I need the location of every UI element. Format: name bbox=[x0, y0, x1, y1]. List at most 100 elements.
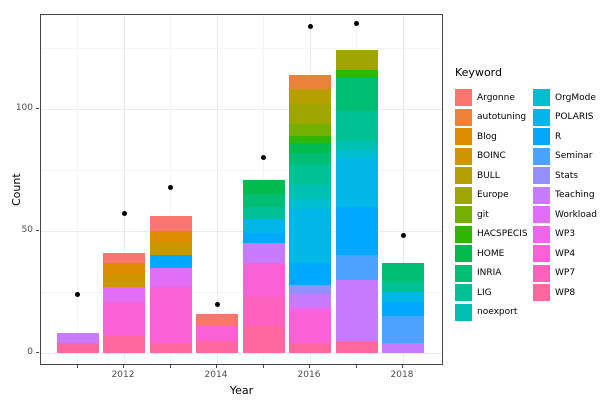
legend-label: BULL bbox=[477, 170, 500, 181]
legend-item-Blog: Blog bbox=[455, 127, 528, 147]
bar-segment-Teaching bbox=[382, 343, 424, 353]
plot-panel bbox=[40, 14, 443, 365]
bar-segment-WP8 bbox=[242, 326, 285, 353]
legend-swatch-HACSPECIS bbox=[455, 225, 472, 243]
y-minor-gridline bbox=[41, 291, 442, 293]
legend-label: Stats bbox=[555, 170, 578, 181]
data-point bbox=[121, 211, 127, 217]
legend-label: Teaching bbox=[555, 190, 595, 201]
bar-segment-noexport bbox=[335, 140, 378, 151]
legend-swatch-Workload bbox=[533, 206, 550, 224]
y-tick-label: 100 bbox=[15, 103, 33, 113]
bar-segment-OrgMode bbox=[335, 150, 378, 158]
legend-item-Europe: Europe bbox=[455, 186, 528, 206]
data-point bbox=[400, 233, 406, 239]
legend-item-WP7: WP7 bbox=[533, 264, 597, 284]
legend-item-WP3: WP3 bbox=[533, 225, 597, 245]
legend-swatch-Blog bbox=[455, 128, 472, 146]
legend-label: WP7 bbox=[555, 268, 576, 279]
legend-item-WP8: WP8 bbox=[533, 283, 597, 303]
bar-segment-Blog bbox=[149, 231, 192, 244]
legend-item-HACSPECIS: HACSPECIS bbox=[455, 225, 528, 245]
data-point bbox=[168, 184, 173, 190]
bar-segment-LIG bbox=[335, 111, 378, 141]
y-tick-mark bbox=[36, 352, 39, 353]
legend-item-autotuning: autotuning bbox=[455, 108, 528, 128]
bar-segment-POLARIS bbox=[335, 157, 378, 207]
bar-segment-Teaching bbox=[56, 333, 99, 344]
legend-swatch-BOINC bbox=[455, 147, 472, 165]
bar-segment-WP8 bbox=[289, 343, 331, 353]
legend-column-2: OrgMode POLARIS R Seminar Stats Teaching Workl… bbox=[533, 88, 597, 303]
legend-label: WP8 bbox=[555, 287, 576, 298]
bar-segment-INRIA bbox=[289, 152, 331, 166]
bar-segment-Seminar bbox=[382, 316, 424, 344]
bar-segment-Argonne bbox=[103, 252, 145, 263]
legend-label: BOINC bbox=[477, 151, 506, 162]
legend-swatch-HOME bbox=[455, 245, 472, 263]
bar-segment-autotuning bbox=[289, 74, 331, 90]
legend-swatch-autotuning bbox=[455, 108, 472, 126]
bar-segment-R bbox=[242, 233, 285, 244]
bar-segment-WP8 bbox=[56, 343, 99, 353]
legend-item-BOINC: BOINC bbox=[455, 147, 528, 167]
legend-item-POLARIS: POLARIS bbox=[533, 108, 597, 128]
legend-item-git: git bbox=[455, 205, 528, 225]
bar-segment-Teaching bbox=[289, 294, 331, 307]
bar-segment-Teaching bbox=[242, 243, 285, 263]
x-axis-title: Year bbox=[229, 384, 254, 397]
legend-swatch-OrgMode bbox=[533, 89, 550, 107]
legend-swatch-WP3 bbox=[533, 225, 550, 243]
legend-item-Workload: Workload bbox=[533, 205, 597, 225]
x-tick-mark bbox=[309, 365, 310, 368]
legend-label: Argonne bbox=[477, 92, 515, 103]
legend-item-R: R bbox=[533, 127, 597, 147]
y-major-gridline bbox=[41, 230, 442, 232]
x-tick-mark bbox=[262, 365, 264, 368]
bar-segment-INRIA bbox=[242, 194, 285, 207]
legend-label: HACSPECIS bbox=[477, 229, 528, 240]
y-tick-label: 0 bbox=[27, 347, 33, 357]
legend-item-INRIA: INRIA bbox=[455, 264, 528, 284]
bar-segment-HOME bbox=[242, 179, 285, 195]
bar-segment-LIG bbox=[289, 165, 331, 185]
x-gridline bbox=[402, 15, 404, 364]
x-tick-label: 2014 bbox=[204, 370, 228, 380]
x-tick-mark bbox=[76, 365, 78, 368]
bar-segment-WP8 bbox=[335, 340, 378, 353]
x-tick-mark bbox=[402, 365, 403, 368]
data-point bbox=[261, 155, 266, 161]
x-gridline bbox=[216, 15, 218, 364]
legend-swatch-WP8 bbox=[533, 284, 550, 302]
legend-label: R bbox=[555, 131, 562, 142]
bar-segment-BULL bbox=[289, 89, 331, 105]
y-axis-title: Count bbox=[10, 172, 23, 206]
bar-segment-HACSPECIS bbox=[289, 135, 331, 144]
legend-item-Stats: Stats bbox=[533, 166, 597, 186]
bar-segment-Argonne bbox=[149, 216, 192, 231]
legend-item-Seminar: Seminar bbox=[533, 147, 597, 167]
y-tick-label: 50 bbox=[21, 225, 33, 235]
x-tick-mark bbox=[169, 365, 171, 368]
legend-label: HOME bbox=[477, 248, 505, 259]
bar-segment-noexport bbox=[289, 184, 331, 200]
legend-swatch-Stats bbox=[533, 167, 550, 185]
bar-segment-LIG bbox=[382, 282, 424, 292]
legend-item-noexport: noexport bbox=[455, 303, 528, 323]
bar-segment-Blog bbox=[103, 262, 145, 275]
x-gridline bbox=[123, 15, 125, 364]
legend-label: WP4 bbox=[555, 248, 576, 259]
bar-segment-Workload bbox=[103, 287, 145, 302]
y-major-gridline bbox=[41, 108, 442, 110]
x-tick-mark bbox=[355, 365, 357, 368]
x-tick-mark bbox=[216, 365, 217, 368]
bar-segment-Workload bbox=[149, 267, 192, 288]
legend-swatch-Europe bbox=[455, 186, 472, 204]
bar-segment-WP4 bbox=[242, 262, 285, 297]
bar-segment-WP4 bbox=[196, 326, 238, 341]
legend-swatch-R bbox=[533, 128, 550, 146]
x-tick-label: 2018 bbox=[390, 370, 414, 380]
legend-label: WP3 bbox=[555, 229, 576, 240]
legend-label: LIG bbox=[477, 287, 492, 298]
x-gridline bbox=[77, 15, 78, 364]
